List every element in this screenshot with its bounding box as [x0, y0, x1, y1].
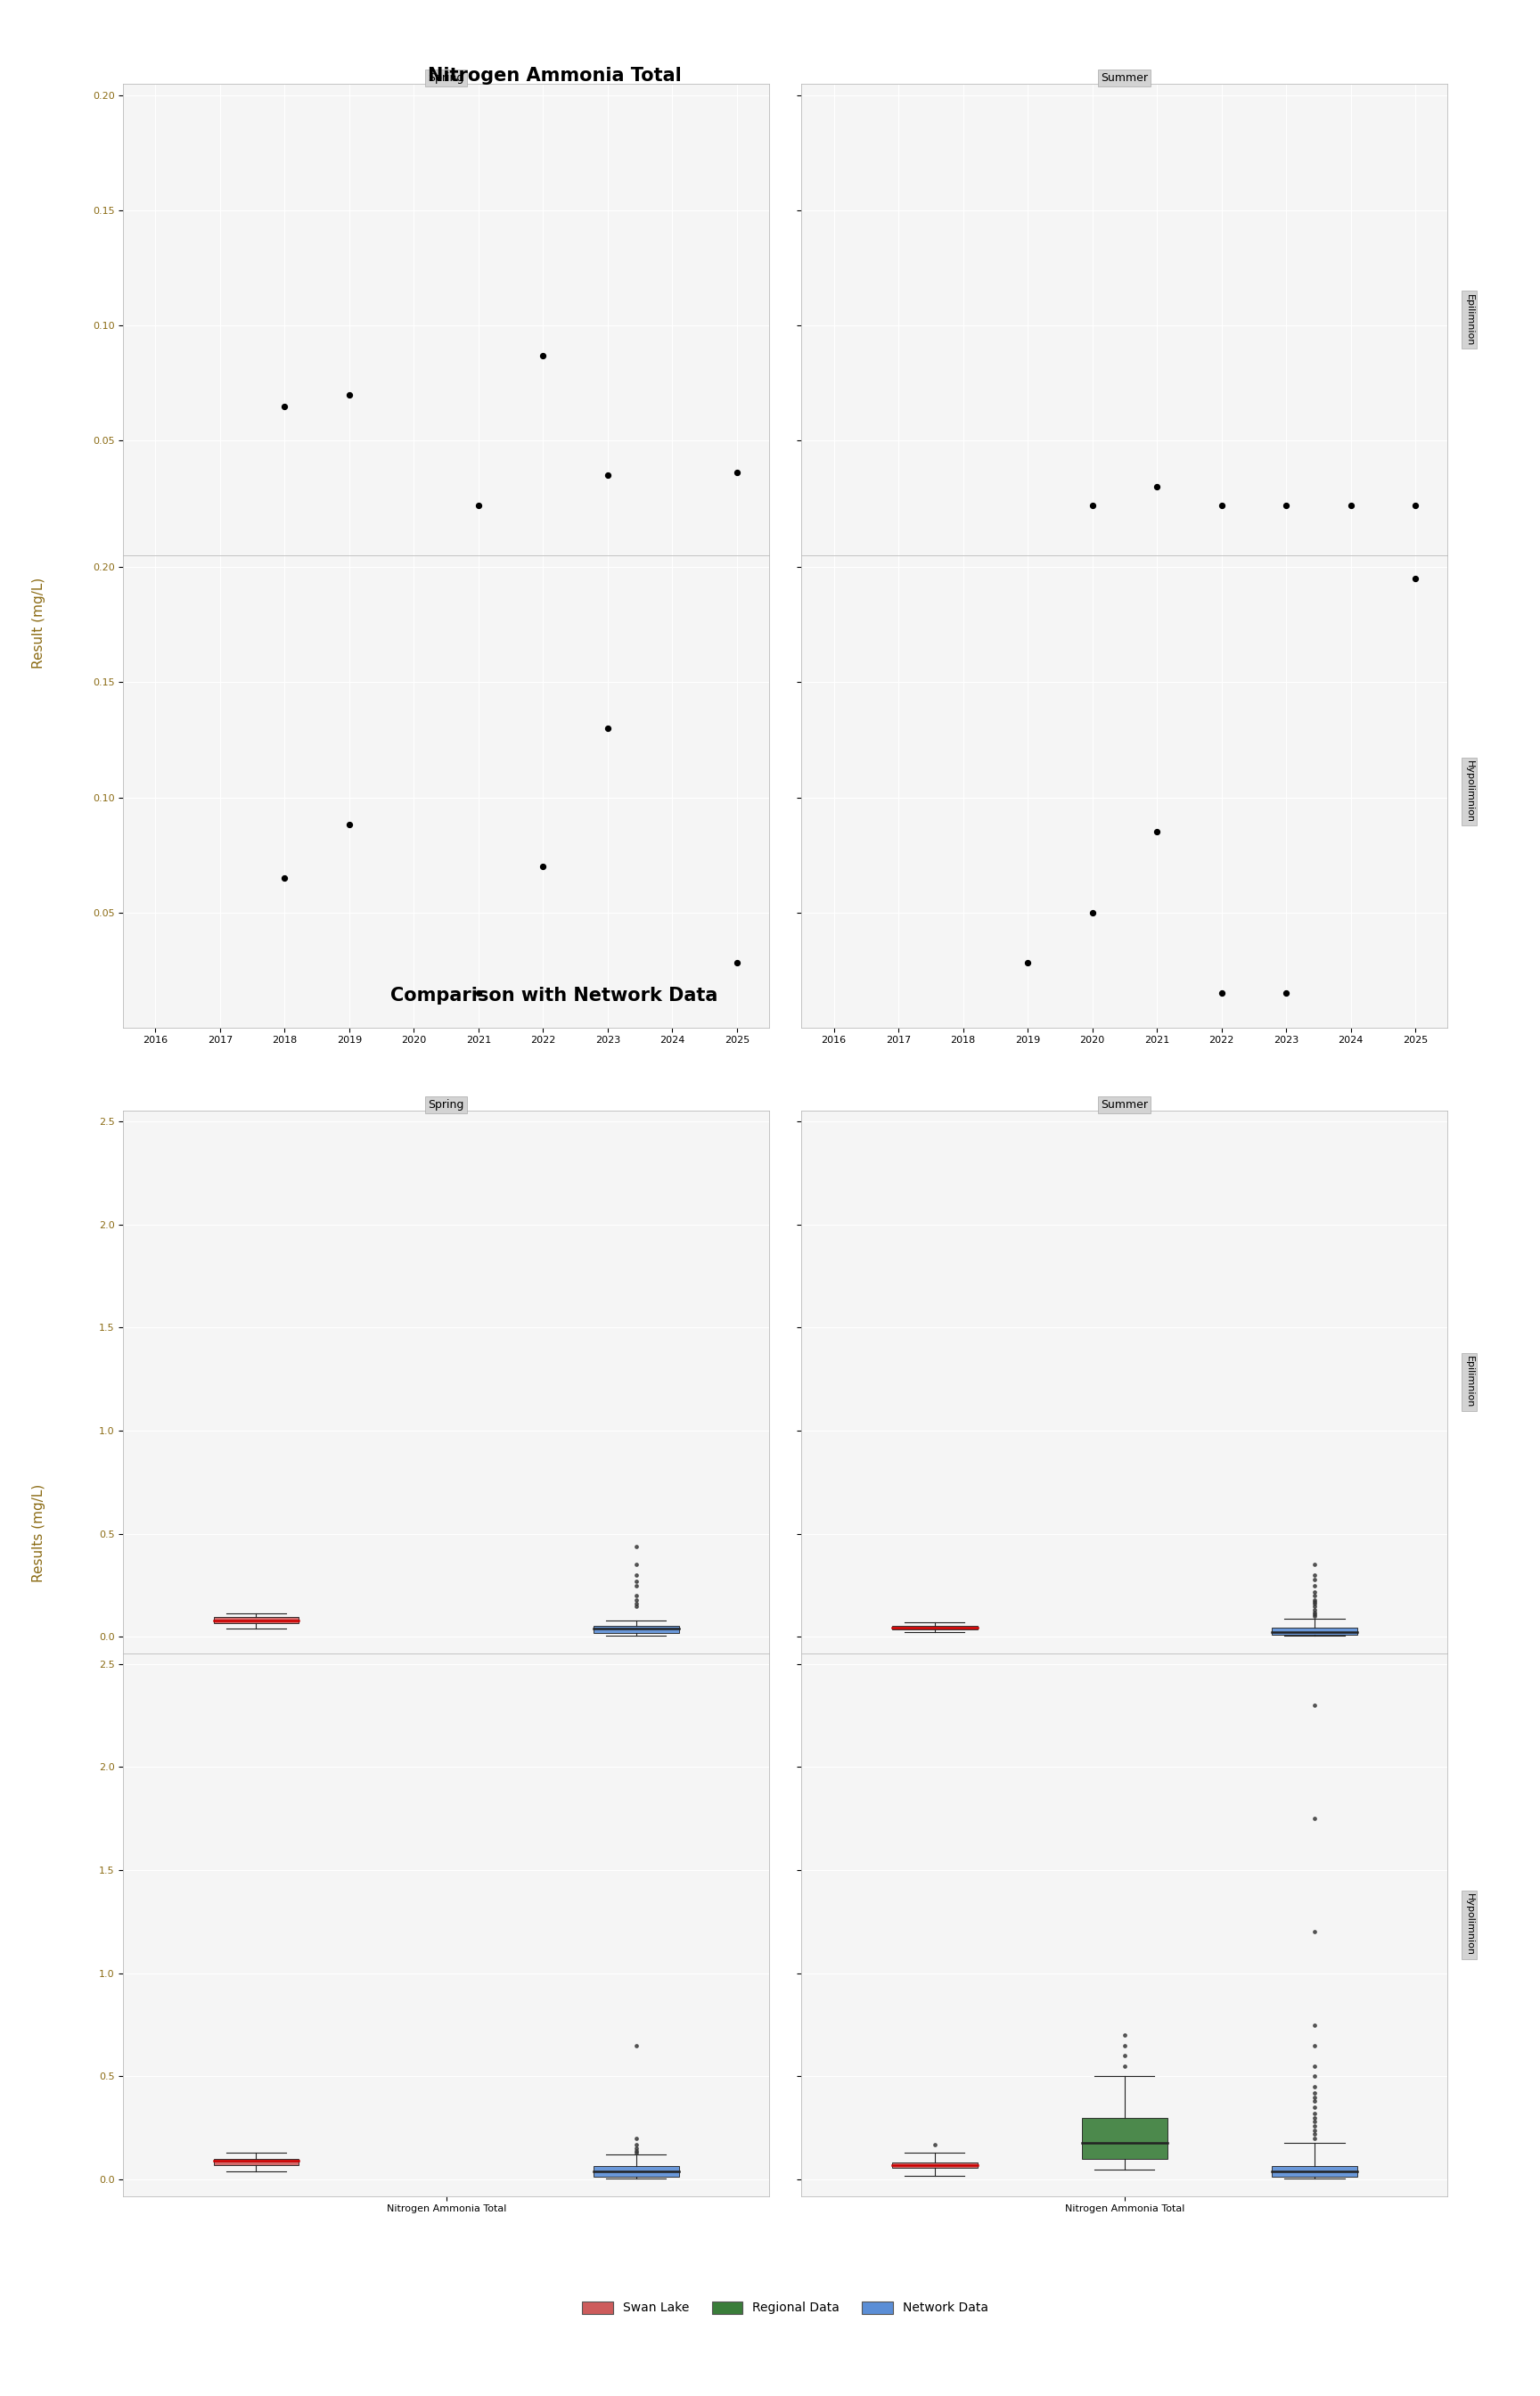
- Text: Result (mg/L): Result (mg/L): [32, 577, 45, 668]
- Point: [624, 1526, 648, 1565]
- Point: [1080, 894, 1104, 932]
- Point: [624, 2118, 648, 2156]
- Bar: [593, 1624, 679, 1632]
- Point: [1112, 2015, 1137, 2053]
- Point: [624, 1562, 648, 1601]
- Point: [531, 335, 556, 374]
- Point: [1303, 1545, 1327, 1584]
- Bar: [1272, 2166, 1357, 2176]
- Bar: [214, 2159, 299, 2166]
- Point: [1403, 486, 1428, 525]
- Point: [337, 805, 362, 843]
- Point: [1112, 2027, 1137, 2065]
- Point: [624, 2027, 648, 2065]
- Point: [1303, 1596, 1327, 1634]
- Point: [1303, 1591, 1327, 1629]
- Title: Spring: Spring: [428, 72, 464, 84]
- Point: [1303, 2089, 1327, 2128]
- Y-axis label: Hypolimnion: Hypolimnion: [1465, 760, 1474, 822]
- Point: [337, 376, 362, 415]
- Point: [1209, 486, 1234, 525]
- Point: [1303, 2027, 1327, 2065]
- Point: [1303, 1593, 1327, 1632]
- Point: [1303, 1598, 1327, 1636]
- Legend: Swan Lake, Regional Data, Network Data: Swan Lake, Regional Data, Network Data: [578, 2295, 993, 2319]
- Point: [467, 973, 491, 1011]
- Point: [596, 455, 621, 494]
- Point: [1144, 467, 1169, 506]
- Point: [624, 1586, 648, 1624]
- Point: [624, 2132, 648, 2171]
- Point: [1303, 2099, 1327, 2137]
- Point: [1015, 944, 1040, 982]
- Point: [273, 386, 297, 424]
- Point: [1274, 486, 1298, 525]
- Point: [1303, 1572, 1327, 1610]
- Point: [1303, 2106, 1327, 2144]
- Point: [922, 2125, 947, 2164]
- Point: [624, 1584, 648, 1622]
- Point: [725, 453, 750, 491]
- Y-axis label: Epilimnion: Epilimnion: [1465, 295, 1474, 345]
- Point: [1303, 2118, 1327, 2156]
- Point: [1303, 2094, 1327, 2132]
- Bar: [1081, 2118, 1167, 2159]
- Point: [624, 2125, 648, 2164]
- Point: [1303, 1567, 1327, 1605]
- Point: [1303, 2082, 1327, 2120]
- Point: [1303, 2058, 1327, 2096]
- Point: [1112, 2046, 1137, 2085]
- Title: Summer: Summer: [1101, 72, 1149, 84]
- Text: Comparison with Network Data: Comparison with Network Data: [391, 987, 718, 1004]
- Text: Nitrogen Ammonia Total: Nitrogen Ammonia Total: [428, 67, 681, 84]
- Point: [1303, 1560, 1327, 1598]
- Point: [624, 1581, 648, 1620]
- Point: [1303, 2116, 1327, 2154]
- Point: [1303, 1577, 1327, 1615]
- Point: [624, 1555, 648, 1593]
- Point: [531, 848, 556, 887]
- Point: [1303, 1584, 1327, 1622]
- Bar: [593, 2166, 679, 2176]
- Text: Results (mg/L): Results (mg/L): [32, 1483, 45, 1584]
- Bar: [214, 1617, 299, 1624]
- Point: [1303, 1586, 1327, 1624]
- Point: [1303, 2111, 1327, 2149]
- Point: [1403, 561, 1428, 599]
- Point: [596, 709, 621, 748]
- Title: Spring: Spring: [428, 1100, 464, 1112]
- Point: [624, 1577, 648, 1615]
- Point: [1303, 2075, 1327, 2113]
- Point: [1303, 1687, 1327, 1725]
- Bar: [892, 1624, 978, 1629]
- Point: [1338, 486, 1363, 525]
- Bar: [1272, 1627, 1357, 1634]
- Point: [1303, 2068, 1327, 2106]
- Point: [1303, 1912, 1327, 1950]
- Point: [1303, 2046, 1327, 2085]
- Bar: [892, 2161, 978, 2168]
- Y-axis label: Epilimnion: Epilimnion: [1465, 1356, 1474, 1409]
- Point: [1274, 973, 1298, 1011]
- Point: [1209, 973, 1234, 1011]
- Point: [624, 2132, 648, 2171]
- Point: [1303, 1799, 1327, 1838]
- Point: [624, 2130, 648, 2168]
- Point: [1303, 2077, 1327, 2116]
- Point: [624, 1545, 648, 1584]
- Point: [1303, 2005, 1327, 2044]
- Y-axis label: Hypolimnion: Hypolimnion: [1465, 1893, 1474, 1955]
- Point: [1144, 812, 1169, 851]
- Point: [273, 858, 297, 896]
- Point: [1112, 2037, 1137, 2075]
- Point: [624, 1567, 648, 1605]
- Point: [1303, 1555, 1327, 1593]
- Point: [467, 486, 491, 525]
- Point: [1303, 2104, 1327, 2142]
- Point: [1303, 1581, 1327, 1620]
- Point: [1303, 1584, 1327, 1622]
- Point: [1080, 486, 1104, 525]
- Title: Summer: Summer: [1101, 1100, 1149, 1112]
- Point: [725, 944, 750, 982]
